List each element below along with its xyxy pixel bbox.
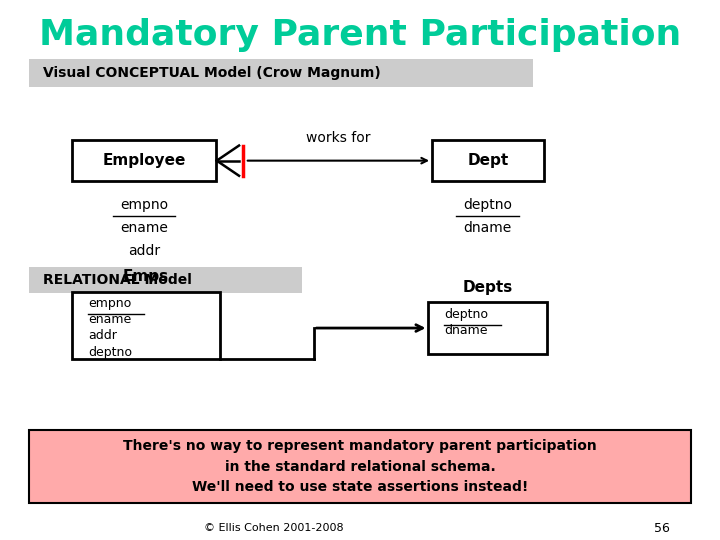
Text: dname: dname	[464, 221, 512, 235]
Text: © Ellis Cohen 2001-2008: © Ellis Cohen 2001-2008	[204, 523, 343, 533]
Text: 56: 56	[654, 522, 670, 535]
FancyBboxPatch shape	[432, 140, 544, 181]
FancyBboxPatch shape	[72, 292, 220, 359]
Text: Dept: Dept	[467, 153, 508, 168]
FancyBboxPatch shape	[72, 140, 216, 181]
Text: ename: ename	[120, 221, 168, 235]
Text: works for: works for	[306, 131, 371, 145]
Text: Emps: Emps	[122, 269, 169, 284]
Text: Depts: Depts	[463, 280, 513, 295]
Text: deptno: deptno	[88, 346, 132, 359]
Text: Mandatory Parent Participation: Mandatory Parent Participation	[39, 18, 681, 52]
Text: dname: dname	[444, 324, 487, 337]
Text: addr: addr	[128, 244, 160, 258]
Text: deptno: deptno	[444, 308, 488, 321]
FancyBboxPatch shape	[29, 59, 533, 87]
Text: There's no way to represent mandatory parent participation
in the standard relat: There's no way to represent mandatory pa…	[123, 439, 597, 495]
FancyBboxPatch shape	[29, 267, 302, 293]
FancyBboxPatch shape	[428, 302, 547, 354]
Text: Visual CONCEPTUAL Model (Crow Magnum): Visual CONCEPTUAL Model (Crow Magnum)	[43, 66, 381, 80]
Text: RELATIONAL Model: RELATIONAL Model	[43, 273, 192, 287]
Text: empno: empno	[120, 198, 168, 212]
Text: addr: addr	[88, 329, 117, 342]
FancyBboxPatch shape	[29, 430, 691, 503]
Text: ename: ename	[88, 313, 131, 326]
Text: empno: empno	[88, 297, 131, 310]
Text: deptno: deptno	[463, 198, 513, 212]
Text: Employee: Employee	[102, 153, 186, 168]
